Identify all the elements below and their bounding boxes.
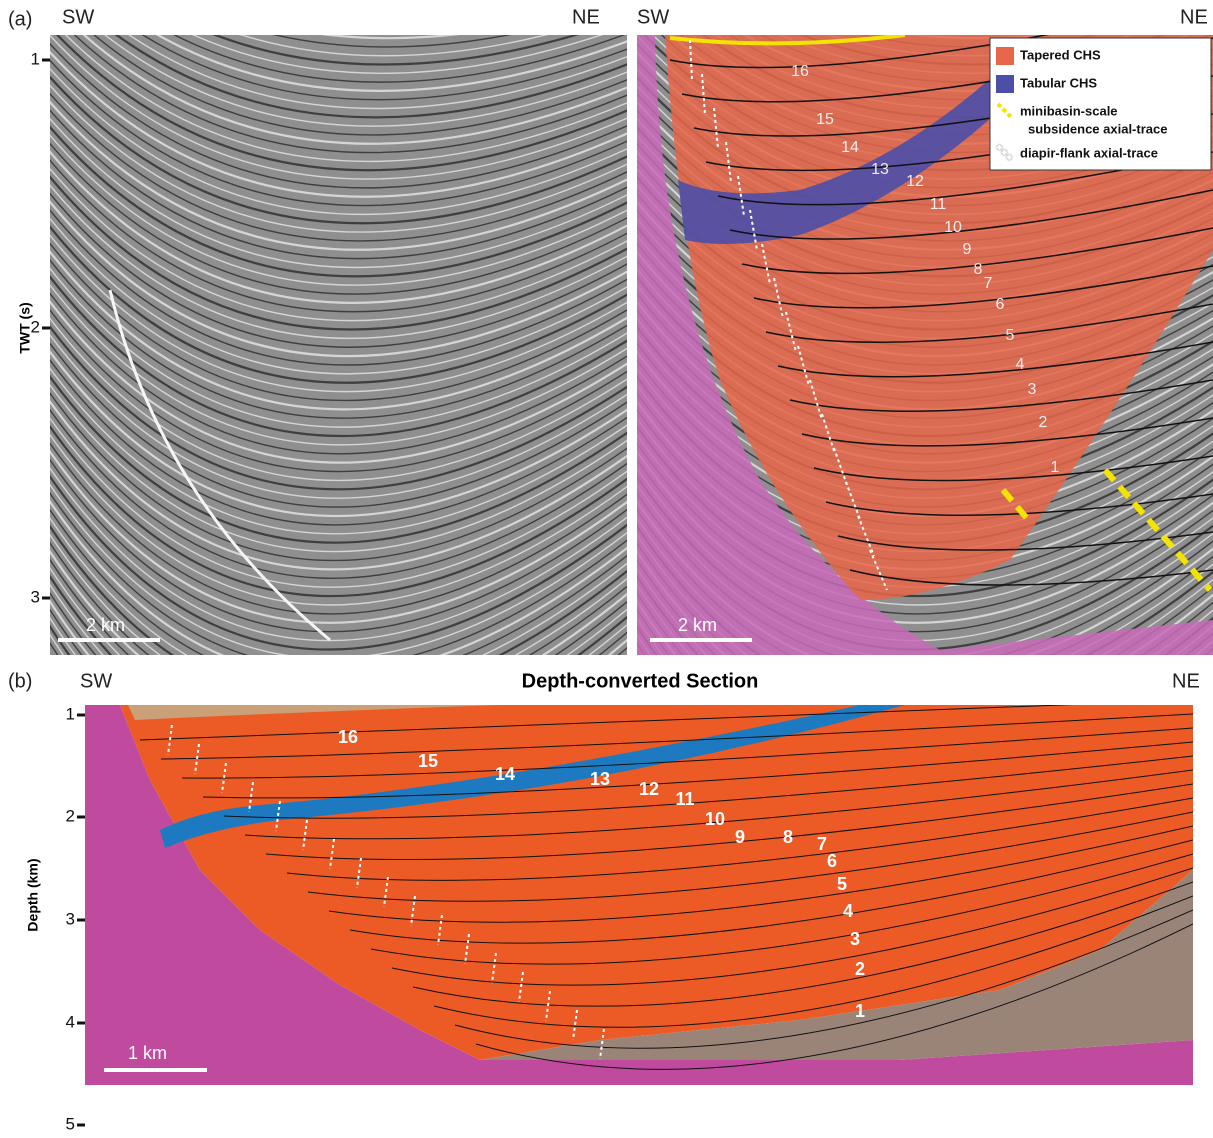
unit-label: 4 [1016,356,1025,373]
legend-label: Tabular CHS [1020,75,1097,90]
depth-section [85,700,1193,1085]
unit-label: 7 [817,834,827,854]
unit-label: 5 [837,874,847,894]
unit-label: 9 [963,241,972,258]
reflector [597,0,1213,38]
y-tick-label: 2 [31,317,40,336]
ne-label: NE [572,6,600,28]
legend: Tapered CHS Tabular CHS minibasin-scale sub… [990,38,1211,170]
ne-label: NE [1172,670,1200,692]
y-tick-label: 3 [31,587,40,606]
unit-label: 3 [850,929,860,949]
unit-label: 13 [871,161,889,178]
ne-label: NE [1180,6,1208,28]
scale-label: 2 km [678,615,717,635]
unit-label: 2 [855,959,865,979]
y-tick-label: 3 [66,909,75,928]
section-title: Depth-converted Section [522,670,759,692]
y-tick-label: 5 [66,1114,75,1133]
unit-label: 16 [338,727,358,747]
unit-label: 4 [843,901,853,921]
unit-label: 15 [816,111,834,128]
unit-label: 6 [996,296,1005,313]
unit-label: 10 [944,219,962,236]
sw-label: SW [62,6,94,28]
legend-swatch [996,75,1014,93]
unit-label: 7 [984,275,993,292]
unit-label: 5 [1006,327,1015,344]
unit-label: 12 [906,173,924,190]
unit-label: 12 [639,779,659,799]
unit-label: 3 [1028,381,1037,398]
unit-label: 2 [1039,414,1048,431]
sw-label: SW [80,670,112,692]
panel-label: (a) [8,8,32,30]
unit-label: 11 [675,789,694,809]
y-tick-label: 4 [66,1012,75,1031]
unit-label: 11 [930,196,947,213]
y-tick-label: 1 [66,704,75,723]
unit-label: 1 [1051,459,1060,476]
seismic-left [10,0,670,828]
unit-label: 8 [783,827,793,847]
unit-label: 16 [791,63,809,80]
y-tick-label: 2 [66,806,75,825]
sw-label: SW [637,6,669,28]
legend-label: diapir-flank axial-trace [1020,145,1158,160]
figure: (a) SW NE SW NE (b) SW NE Depth-converte… [0,0,1213,1138]
reflector [10,0,670,38]
legend-label: Tapered CHS [1020,47,1101,62]
legend-swatch [996,47,1014,65]
unit-label: 1 [855,1001,865,1021]
axis-title: Depth (km) [25,858,41,931]
unit-label: 15 [418,751,438,771]
unit-label: 8 [974,261,983,278]
legend-label: minibasin-scale [1020,103,1118,118]
legend-label: subsidence axial-trace [1028,121,1167,136]
unit-label: 14 [495,764,515,784]
y-tick-label: 1 [31,49,40,68]
scale-label: 2 km [86,615,125,635]
panel-label: (b) [8,670,32,692]
scale-label: 1 km [128,1043,167,1063]
unit-label: 14 [841,139,859,156]
unit-label: 10 [705,809,725,829]
unit-label: 13 [590,769,610,789]
unit-label: 9 [735,827,745,847]
unit-label: 6 [827,851,837,871]
